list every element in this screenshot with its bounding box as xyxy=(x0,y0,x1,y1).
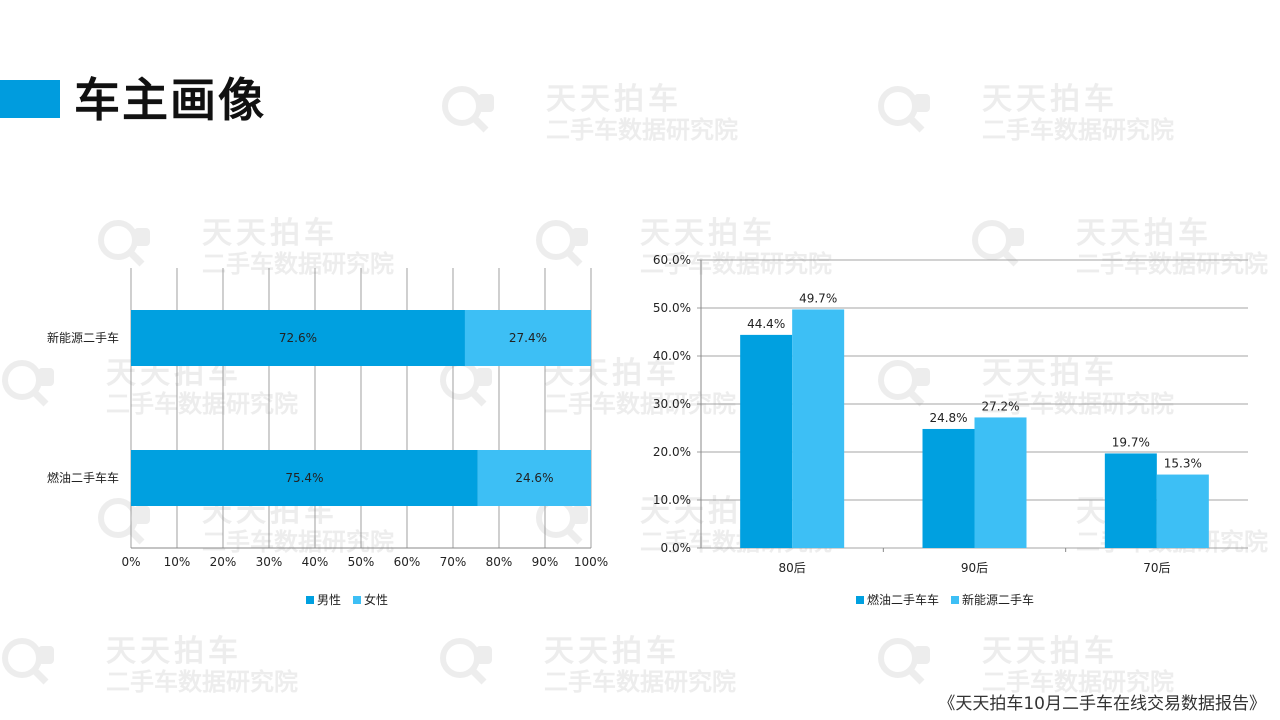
data-label: 24.8% xyxy=(929,411,967,425)
y-category-label: 燃油二手车车 xyxy=(47,470,119,485)
data-label: 27.2% xyxy=(981,399,1019,413)
age-bar-chart: 0.0% 10.0% 20.0% 30.0% 40.0% 50.0% 60.0% 80后 44.… xyxy=(653,253,1248,575)
gender-bar-chart: 0% 10% 20% 30% 40% 50% 60% 70% 80% 90% 100% 新能源二手车 7… xyxy=(47,268,608,569)
data-label: 75.4% xyxy=(285,471,323,485)
x-category-label: 70后 xyxy=(1143,561,1170,575)
age-chart-legend: 燃油二手车车 新能源二手车 xyxy=(856,591,1040,608)
magnifier-car-icon xyxy=(440,638,492,685)
watermark-logo: 天天拍车二手车数据研究院 xyxy=(440,74,760,144)
data-label: 19.7% xyxy=(1112,435,1150,449)
watermark-brand: 天天拍车 xyxy=(982,82,1118,117)
watermark-subtitle: 二手车数据研究院 xyxy=(982,116,1174,144)
bar xyxy=(1156,474,1209,548)
x-tick-label: 20% xyxy=(210,555,237,569)
legend-item: 新能源二手车 xyxy=(951,591,1034,608)
y-category-label: 新能源二手车 xyxy=(47,330,119,345)
x-category-label: 80后 xyxy=(779,561,806,575)
gender-chart-legend: 男性 女性 xyxy=(306,591,394,608)
legend-swatch xyxy=(353,595,362,604)
y-tick-label: 60.0% xyxy=(653,253,691,267)
bar xyxy=(1104,453,1157,548)
x-tick-label: 100% xyxy=(574,555,608,569)
magnifier-car-icon xyxy=(878,86,930,133)
y-tick-label: 10.0% xyxy=(653,493,691,507)
data-label: 49.7% xyxy=(799,291,837,305)
x-category-label: 90后 xyxy=(961,561,988,575)
bar xyxy=(974,417,1027,548)
x-tick-label: 80% xyxy=(486,555,513,569)
y-tick-label: 20.0% xyxy=(653,445,691,459)
bar-segment xyxy=(464,310,591,366)
y-tick-label: 0.0% xyxy=(661,541,692,555)
watermark-subtitle: 二手车数据研究院 xyxy=(544,668,736,696)
legend-label: 新能源二手车 xyxy=(962,593,1035,607)
legend-swatch xyxy=(856,595,864,604)
data-label: 44.4% xyxy=(747,317,785,331)
bar-segment xyxy=(131,450,478,506)
legend-item: 燃油二手车车 xyxy=(856,591,939,608)
watermark-logo: 天天拍车二手车数据研究院 xyxy=(438,626,758,696)
watermark-brand: 天天拍车 xyxy=(546,82,682,117)
watermark-brand: 天天拍车 xyxy=(1076,216,1212,251)
x-tick-label: 70% xyxy=(440,555,467,569)
watermark-brand: 天天拍车 xyxy=(202,216,338,251)
bar xyxy=(792,309,845,548)
legend-label: 燃油二手车车 xyxy=(867,593,940,607)
bar xyxy=(740,334,793,548)
watermark-logo: 天天拍车二手车数据研究院 xyxy=(876,74,1196,144)
x-tick-label: 10% xyxy=(164,555,191,569)
magnifier-car-icon xyxy=(2,638,54,685)
x-tick-label: 0% xyxy=(121,555,140,569)
bar xyxy=(922,428,975,548)
magnifier-car-icon xyxy=(878,638,930,685)
x-tick-label: 50% xyxy=(348,555,375,569)
x-tick-label: 60% xyxy=(394,555,421,569)
legend-item: 男性 xyxy=(306,591,341,608)
watermark-brand: 天天拍车 xyxy=(640,216,776,251)
bar-segment xyxy=(131,310,465,366)
legend-swatch xyxy=(951,595,960,604)
watermark-brand: 天天拍车 xyxy=(544,634,680,669)
data-label: 27.4% xyxy=(509,331,547,345)
y-tick-label: 50.0% xyxy=(653,301,691,315)
data-label: 72.6% xyxy=(279,331,317,345)
watermark-brand: 天天拍车 xyxy=(106,634,242,669)
watermark-brand: 天天拍车 xyxy=(982,634,1118,669)
page-title: 车主画像 xyxy=(74,73,266,127)
legend-swatch xyxy=(306,595,314,604)
data-label: 24.6% xyxy=(515,471,553,485)
y-tick-label: 40.0% xyxy=(653,349,691,363)
data-label: 15.3% xyxy=(1164,457,1202,471)
magnifier-car-icon xyxy=(442,86,494,133)
report-footer-title: 《天天拍车10月二手车在线交易数据报告》 xyxy=(938,694,1266,714)
legend-label: 男性 xyxy=(317,593,342,607)
watermark-subtitle: 二手车数据研究院 xyxy=(106,668,298,696)
legend-item: 女性 xyxy=(353,591,388,608)
y-tick-label: 30.0% xyxy=(653,397,691,411)
watermark-logo: 天天拍车二手车数据研究院 xyxy=(876,626,1196,696)
x-tick-label: 90% xyxy=(532,555,559,569)
watermark-subtitle: 二手车数据研究院 xyxy=(546,116,738,144)
title-accent-bar xyxy=(0,80,60,118)
watermark-logo: 天天拍车二手车数据研究院 xyxy=(0,626,320,696)
x-tick-label: 40% xyxy=(302,555,329,569)
legend-label: 女性 xyxy=(364,593,389,607)
bar-segment xyxy=(477,450,591,506)
x-tick-label: 30% xyxy=(256,555,283,569)
